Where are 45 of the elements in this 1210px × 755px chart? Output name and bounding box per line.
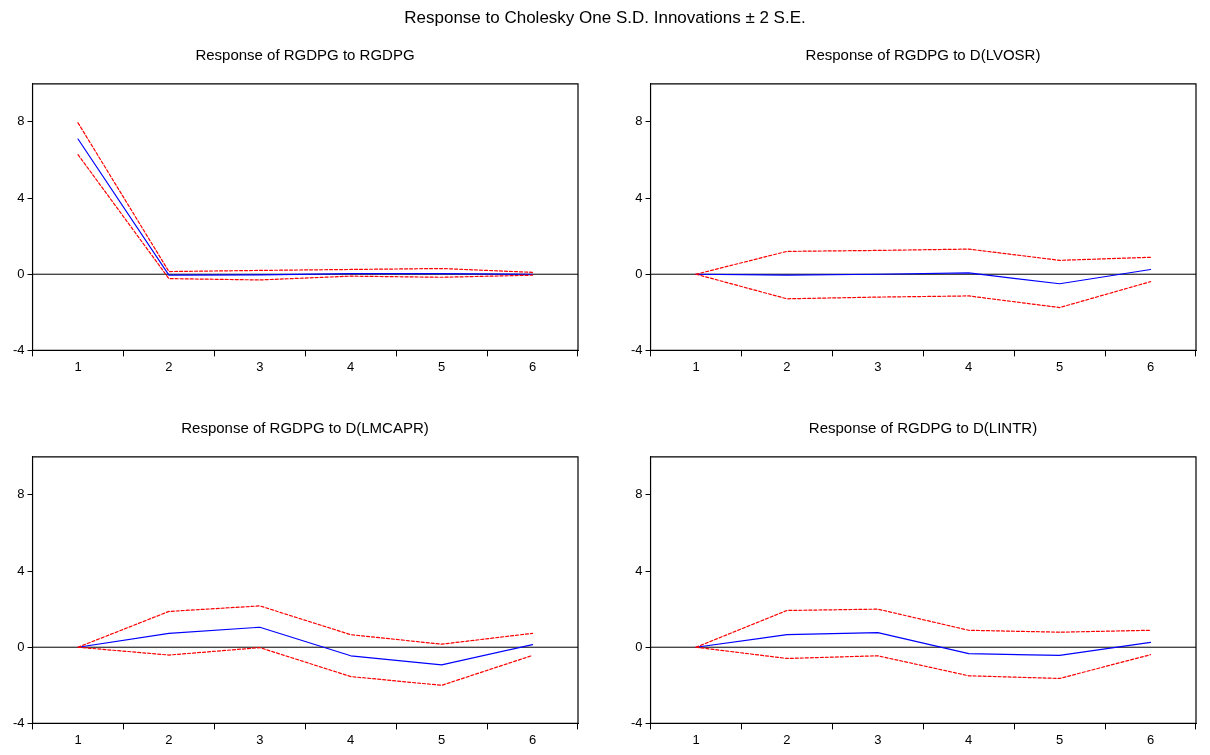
text: Response to Cholesky One S.D. Innovations ± 2 S.E. <box>403 8 807 28</box>
x-tick-label: 4 <box>347 358 355 374</box>
x-tick-label: 2 <box>783 358 791 374</box>
x-tick-label: 5 <box>438 358 446 374</box>
x-tick-label: 6 <box>528 731 537 747</box>
y-tick-label: 8 <box>17 113 25 129</box>
x-tick-label: 1 <box>692 358 700 374</box>
chart-title: Response of RGDPG to RGDPG <box>194 45 416 65</box>
y-tick-label: -4 <box>631 341 643 357</box>
y-tick-label: 8 <box>635 486 643 502</box>
chart-title: Response of RGDPG to D(LINTR) <box>807 418 1039 438</box>
y-tick-label: -4 <box>631 714 643 730</box>
x-tick-label: 6 <box>1146 731 1155 747</box>
y-tick-label: 0 <box>17 265 25 281</box>
y-tick-label: 0 <box>635 265 643 281</box>
x-tick-label: 4 <box>965 731 973 747</box>
y-tick-label: 4 <box>17 189 25 205</box>
chart-title: Response of RGDPG to D(LVOSR) <box>804 45 1042 65</box>
x-tick-label: 1 <box>74 358 82 374</box>
x-tick-label: 4 <box>965 358 973 374</box>
x-tick-label: 5 <box>1056 358 1064 374</box>
y-tick-label: 8 <box>17 486 25 502</box>
x-tick-label: 6 <box>528 358 537 374</box>
x-tick-label: 2 <box>165 358 173 374</box>
x-tick-label: 4 <box>347 731 355 747</box>
x-tick-label: 2 <box>783 731 791 747</box>
x-tick-label: 2 <box>165 731 173 747</box>
y-tick-label: 4 <box>17 562 25 578</box>
x-tick-label: 3 <box>874 731 882 747</box>
x-tick-label: 5 <box>438 731 446 747</box>
y-tick-label: 8 <box>635 113 643 129</box>
x-tick-label: 5 <box>1056 731 1064 747</box>
x-tick-label: 3 <box>256 358 264 374</box>
y-tick-label: 4 <box>635 562 643 578</box>
y-tick-label: 4 <box>635 189 643 205</box>
y-tick-label: -4 <box>13 341 25 357</box>
x-tick-label: 3 <box>874 358 882 374</box>
x-tick-label: 3 <box>256 731 264 747</box>
chart-title: Response of RGDPG to D(LMCAPR) <box>180 418 430 438</box>
x-tick-label: 6 <box>1146 358 1155 374</box>
y-tick-label: 0 <box>17 638 25 654</box>
y-tick-label: -4 <box>13 714 25 730</box>
x-tick-label: 1 <box>692 731 700 747</box>
y-tick-label: 0 <box>635 638 643 654</box>
x-tick-label: 1 <box>74 731 82 747</box>
